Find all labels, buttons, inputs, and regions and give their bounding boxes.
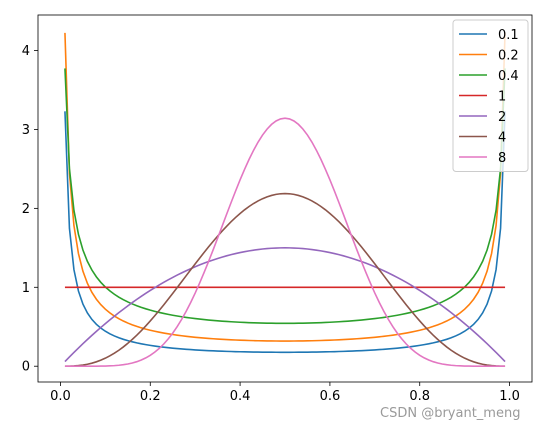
- series-line-0.1: [64, 111, 506, 354]
- y-tick-label: 3: [22, 123, 30, 138]
- legend-box: [452, 19, 529, 172]
- plot-area: [37, 14, 533, 383]
- x-tick-label: 0.2: [140, 389, 161, 404]
- x-axis: 0.0 0.2 0.4 0.6 0.8 1.0: [50, 382, 520, 404]
- y-tick-label: 2: [22, 202, 30, 217]
- x-tick-label: 0.8: [409, 389, 430, 404]
- series-line-8: [64, 117, 506, 368]
- x-tick-label: 0.4: [230, 389, 251, 404]
- axes-frame: [37, 14, 533, 383]
- x-tick-label: 0.6: [320, 389, 341, 404]
- y-tick-label: 0: [22, 360, 30, 375]
- legend-label-4: 4: [498, 131, 506, 146]
- x-tick-label: 1.0: [499, 389, 520, 404]
- legend-label-0.4: 0.4: [498, 69, 519, 84]
- y-axis: 0 1 2 3 4: [22, 44, 38, 375]
- legend-label-0.1: 0.1: [498, 28, 519, 43]
- legend-label-1: 1: [498, 90, 506, 105]
- series-line-4: [64, 192, 506, 367]
- legend-label-8: 8: [498, 151, 506, 166]
- watermark-text: CSDN @bryant_meng: [380, 406, 520, 421]
- series-line-0.4: [64, 68, 506, 325]
- series-line-0.2: [64, 32, 506, 342]
- series-line-2: [64, 247, 506, 363]
- legend: 0.1 0.2 0.4 1 2 4 8: [452, 19, 529, 172]
- y-tick-label: 1: [22, 281, 30, 296]
- x-tick-label: 0.0: [50, 389, 71, 404]
- legend-label-0.2: 0.2: [498, 49, 519, 64]
- y-tick-label: 4: [22, 44, 30, 59]
- legend-label-2: 2: [498, 110, 506, 125]
